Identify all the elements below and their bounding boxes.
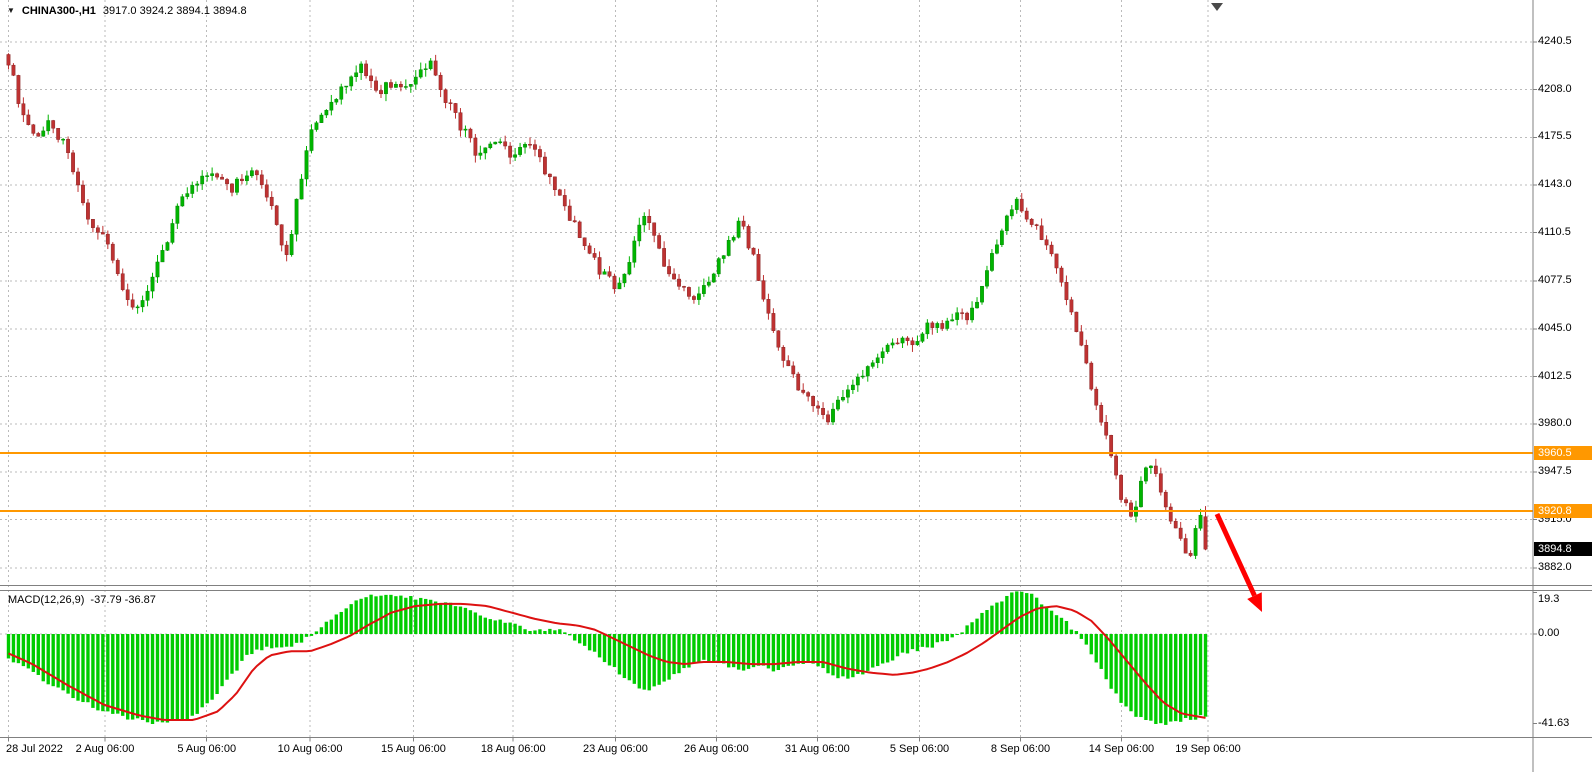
- macd-tick-label: 19.3: [1538, 593, 1560, 605]
- price-tick-label: 3980.0: [1538, 417, 1572, 430]
- price-tick-label: 4240.5: [1538, 35, 1572, 47]
- price-tick-label: 4143.0: [1538, 178, 1572, 191]
- price-tick-label: 4012.5: [1538, 369, 1572, 382]
- price-tick-label: 3947.5: [1538, 464, 1572, 477]
- symbol-timeframe-label: CHINA300-,H1: [21, 5, 96, 17]
- time-tick-label: 14 Sep 06:00: [1088, 743, 1155, 755]
- candlestick-series: [6, 53, 1208, 560]
- horizontal-level-lines[interactable]: [0, 451, 1533, 513]
- price-tick-label: 4110.5: [1538, 225, 1571, 238]
- time-tick-label: 18 Aug 06:00: [480, 743, 546, 755]
- time-tick-label: 2 Aug 06:00: [75, 743, 135, 755]
- macd-name: MACD(12,26,9): [8, 594, 85, 606]
- macd-tick-label: 0.00: [1538, 627, 1560, 639]
- price-tick-label: 3882.0: [1538, 561, 1572, 573]
- macd-signal-line: [8, 602, 1206, 721]
- time-tick-label: 5 Aug 06:00: [177, 743, 237, 755]
- time-tick-label: 28 Jul 2022: [6, 743, 63, 755]
- time-tick-label: 10 Aug 06:00: [277, 743, 343, 755]
- time-tick-label: 23 Aug 06:00: [582, 743, 648, 755]
- grid: [0, 0, 1533, 738]
- macd-tick-label: -41.63: [1538, 716, 1570, 729]
- time-tick-label: 26 Aug 06:00: [683, 743, 749, 755]
- time-tick-label: 31 Aug 06:00: [784, 743, 850, 755]
- time-tick-label: 15 Aug 06:00: [381, 743, 446, 755]
- chart-shift-marker-icon[interactable]: [1211, 3, 1223, 11]
- chart-header: ▼ CHINA300-,H1 3917.0 3924.2 3894.1 3894…: [7, 5, 247, 17]
- price-tick-label: 4208.0: [1538, 82, 1572, 95]
- price-tick-label: 4077.5: [1538, 274, 1572, 287]
- macd-values: -37.79 -36.87: [90, 594, 156, 606]
- macd-histogram: [6, 591, 1208, 725]
- price-level-badge: 3920.8: [1534, 504, 1592, 519]
- price-tick-label: 4175.5: [1538, 130, 1572, 143]
- time-tick-label: 5 Sep 06:00: [889, 743, 950, 755]
- chart-dropdown-icon[interactable]: ▼: [7, 6, 15, 15]
- current-price-badge: 3894.8: [1534, 542, 1592, 557]
- price-tick-label: 4045.0: [1538, 321, 1572, 334]
- ohlc-values: 3917.0 3924.2 3894.1 3894.8: [102, 5, 247, 17]
- time-tick-label: 19 Sep 06:00: [1175, 743, 1241, 755]
- macd-indicator-label: MACD(12,26,9) -37.79 -36.87: [8, 594, 156, 606]
- trend-arrow-annotation[interactable]: [1214, 512, 1262, 612]
- time-tick-label: 8 Sep 06:00: [990, 743, 1051, 755]
- price-level-badge: 3960.5: [1534, 445, 1592, 460]
